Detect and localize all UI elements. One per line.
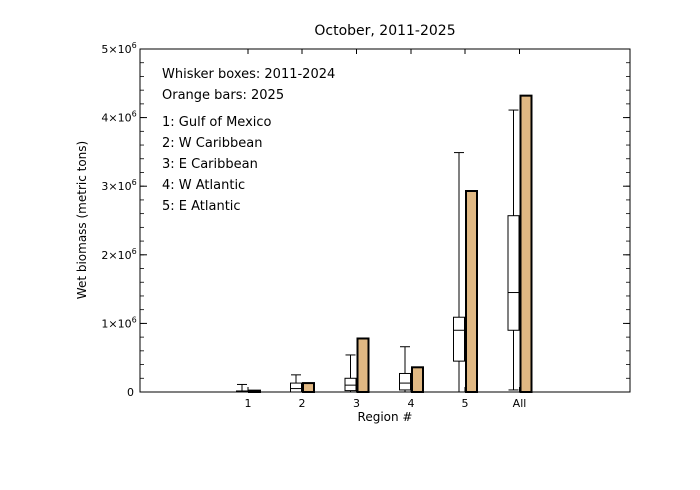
y-tick-label: 2×106: [101, 247, 136, 262]
annotation-region-2: 2: W Caribbean: [162, 136, 262, 151]
annotation-region-5: 5: E Atlantic: [162, 199, 241, 214]
annotation-region-4: 4: W Atlantic: [162, 178, 245, 193]
chart-title: October, 2011-2025: [314, 23, 455, 39]
annotation-orange-bars: Orange bars: 2025: [162, 88, 284, 103]
x-tick-label: 4: [408, 397, 415, 410]
x-tick-label: All: [513, 397, 527, 410]
iqr-box: [507, 215, 520, 331]
iqr-box: [399, 372, 411, 391]
iqr-box: [290, 382, 302, 393]
y-tick-label: 0: [127, 386, 134, 399]
y-tick-label: 1×106: [101, 315, 136, 330]
x-tick-label: 1: [245, 397, 252, 410]
x-tick-label: 5: [462, 397, 469, 410]
iqr-box: [453, 316, 465, 362]
y-axis: 0 1×106 2×106 3×106 4×106 5×106: [101, 41, 630, 399]
plot-frame: [139, 48, 631, 393]
x-tick-label: 3: [353, 397, 360, 410]
annotation-whisker-boxes: Whisker boxes: 2011-2024: [162, 67, 335, 82]
bar-2025: [356, 337, 370, 394]
y-tick-label: 5×106: [101, 41, 136, 56]
iqr-box: [344, 377, 357, 392]
x-axis: 1 2 3 4 5 All: [245, 49, 527, 410]
legend-annotations: Whisker boxes: 2011-2024 Orange bars: 20…: [162, 67, 335, 214]
bar-2025: [411, 366, 424, 393]
y-tick-label: 4×106: [101, 110, 136, 125]
bar-2025: [248, 389, 261, 393]
annotation-region-3: 3: E Caribbean: [162, 157, 258, 172]
x-axis-label: Region #: [358, 410, 413, 424]
data-marks: [236, 94, 533, 394]
y-tick-label: 3×106: [101, 178, 136, 193]
x-tick-label: 2: [299, 397, 306, 410]
bar-2025: [519, 94, 533, 393]
annotation-region-1: 1: Gulf of Mexico: [162, 115, 272, 130]
y-axis-label: Wet biomass (metric tons): [75, 141, 89, 299]
bar-2025: [465, 190, 478, 393]
bar-2025: [302, 382, 315, 394]
